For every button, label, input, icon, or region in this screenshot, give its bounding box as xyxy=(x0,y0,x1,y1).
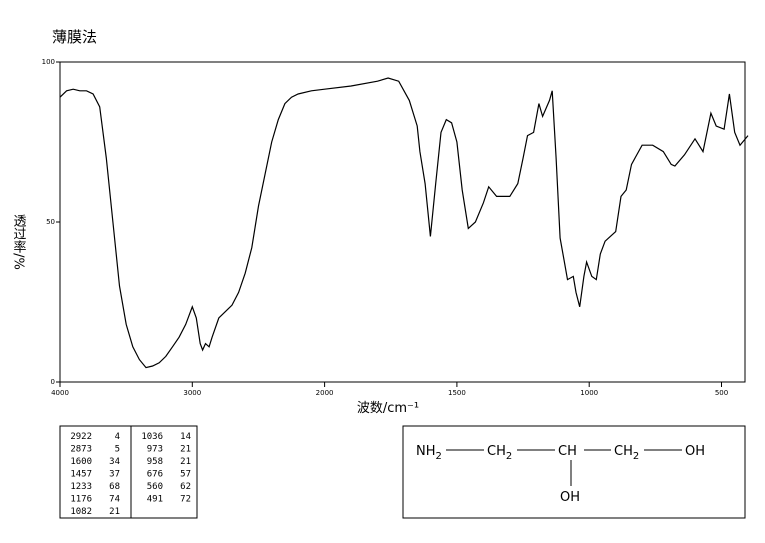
peak-wavenumber: 2922 xyxy=(70,432,92,442)
peak-transmittance: 72 xyxy=(180,495,191,505)
peak-wavenumber: 1600 xyxy=(70,457,92,467)
plot: 4000 3000 2000 1500 1000 500 0 50 100 xyxy=(42,58,749,397)
group-label: CH xyxy=(558,444,577,459)
atoms: OH xyxy=(560,490,580,505)
group-label: OH xyxy=(560,490,580,505)
group-label: CH2 xyxy=(614,444,639,462)
y-tick-label: 100 xyxy=(42,58,55,66)
peak-transmittance: 14 xyxy=(180,432,191,442)
peak-transmittance: 74 xyxy=(109,495,120,505)
chart-title: 薄膜法 xyxy=(52,28,97,46)
atoms: CH xyxy=(614,444,633,459)
peak-transmittance: 21 xyxy=(180,445,191,455)
peak-table-frame xyxy=(59,425,198,519)
peak-transmittance: 5 xyxy=(115,445,120,455)
atoms: OH xyxy=(685,444,705,459)
peak-transmittance: 68 xyxy=(109,482,120,492)
x-tick-label: 1000 xyxy=(580,389,598,397)
peak-transmittance: 57 xyxy=(180,470,191,480)
x-tick-label: 2000 xyxy=(316,389,334,397)
y-tick-label: 0 xyxy=(51,378,55,386)
subscript: 2 xyxy=(506,451,512,462)
spectrum-line xyxy=(59,77,749,369)
peak-wavenumber: 676 xyxy=(147,470,163,480)
y-tick-label: 50 xyxy=(46,218,55,226)
group-label: NH2 xyxy=(416,444,442,462)
x-tick-label: 1500 xyxy=(448,389,466,397)
x-tick-label: 500 xyxy=(715,389,728,397)
peak-transmittance: 62 xyxy=(180,482,191,492)
peak-wavenumber: 1036 xyxy=(141,432,163,442)
x-tick-label: 4000 xyxy=(51,389,69,397)
peak-transmittance: 4 xyxy=(115,432,120,442)
peak-wavenumber: 1457 xyxy=(70,470,92,480)
peak-wavenumber: 958 xyxy=(147,457,163,467)
peak-wavenumber: 1233 xyxy=(70,482,92,492)
peak-wavenumber: 973 xyxy=(147,445,163,455)
atoms: CH xyxy=(558,444,577,459)
x-axis-label: 波数/cm⁻¹ xyxy=(357,401,419,416)
atoms: CH xyxy=(487,444,506,459)
peak-wavenumber: 1082 xyxy=(70,507,92,517)
subscript: 2 xyxy=(633,451,639,462)
subscript: 2 xyxy=(436,451,442,462)
peak-wavenumber: 560 xyxy=(147,482,163,492)
x-tick-label: 3000 xyxy=(183,389,201,397)
peak-wavenumber: 2873 xyxy=(70,445,92,455)
peak-transmittance: 21 xyxy=(109,507,120,517)
peak-wavenumber: 491 xyxy=(147,495,163,505)
group-label: OH xyxy=(685,444,705,459)
peak-transmittance: 21 xyxy=(180,457,191,467)
peak-transmittance: 37 xyxy=(109,470,120,480)
peak-wavenumber: 1176 xyxy=(70,495,92,505)
y-axis-label: 透过率/% xyxy=(11,214,27,270)
atoms: NH xyxy=(416,444,436,459)
structure-frame xyxy=(402,425,746,519)
group-label: CH2 xyxy=(487,444,512,462)
peak-transmittance: 34 xyxy=(109,457,120,467)
plot-frame xyxy=(59,61,746,383)
